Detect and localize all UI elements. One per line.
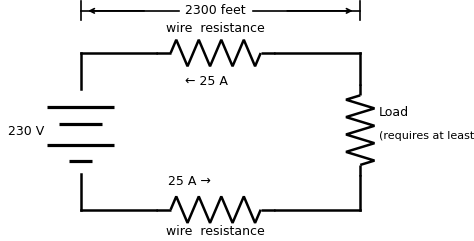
Text: wire  resistance: wire resistance — [166, 225, 265, 238]
Text: wire  resistance: wire resistance — [166, 22, 265, 35]
Text: ← 25 A: ← 25 A — [185, 75, 228, 88]
Text: 25 A →: 25 A → — [168, 175, 211, 188]
Text: 2300 feet: 2300 feet — [185, 4, 246, 17]
Text: 230 V: 230 V — [8, 125, 44, 138]
Text: Load: Load — [379, 106, 410, 119]
Text: (requires at least 220 V): (requires at least 220 V) — [379, 131, 474, 141]
